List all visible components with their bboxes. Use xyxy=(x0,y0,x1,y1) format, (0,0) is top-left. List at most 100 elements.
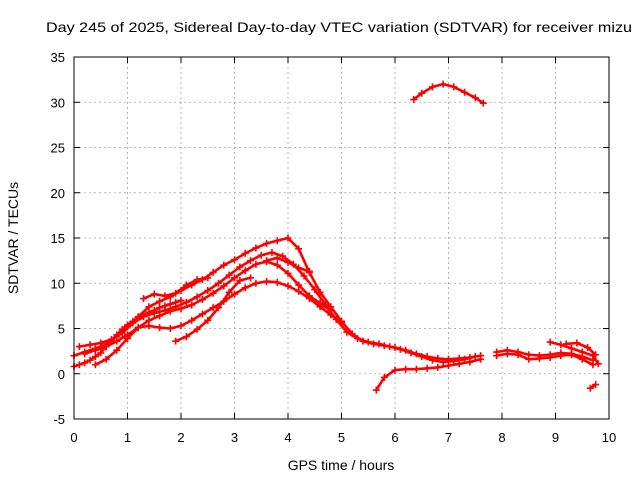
data-point xyxy=(273,261,281,269)
data-point xyxy=(241,267,249,275)
data-point xyxy=(161,292,169,300)
y-tick-label: 5 xyxy=(58,322,65,337)
data-point xyxy=(273,237,281,245)
data-point xyxy=(407,349,415,357)
data-point xyxy=(573,339,581,347)
data-point xyxy=(209,289,217,297)
data-point xyxy=(305,295,313,303)
x-tick-label: 8 xyxy=(498,430,505,445)
data-point xyxy=(102,343,110,351)
data-point xyxy=(578,355,586,363)
data-point xyxy=(525,355,533,363)
y-tick-label: 35 xyxy=(51,50,65,65)
data-point xyxy=(546,338,554,346)
data-point xyxy=(568,351,576,359)
data-point xyxy=(471,353,479,361)
data-point xyxy=(97,349,105,357)
x-tick-label: 5 xyxy=(338,430,345,445)
data-point xyxy=(503,350,511,358)
data-point xyxy=(305,267,313,275)
data-point xyxy=(396,345,404,353)
data-point xyxy=(471,94,479,102)
data-point xyxy=(257,251,265,259)
data-point xyxy=(231,290,238,298)
data-point xyxy=(150,309,158,317)
data-point xyxy=(156,304,164,312)
series-track-8 xyxy=(263,254,313,275)
data-point xyxy=(177,305,185,313)
data-point xyxy=(252,244,260,252)
data-point xyxy=(236,277,244,285)
data-point xyxy=(380,373,388,381)
data-point xyxy=(327,311,335,319)
data-point xyxy=(295,245,303,253)
data-point xyxy=(316,303,324,311)
data-point xyxy=(535,354,543,362)
data-point xyxy=(91,361,99,369)
data-point xyxy=(140,313,148,321)
data-point xyxy=(263,277,271,285)
data-point xyxy=(557,341,565,349)
data-point xyxy=(568,344,576,352)
data-point xyxy=(91,346,99,354)
data-point xyxy=(113,346,121,354)
data-point xyxy=(354,334,362,342)
data-point xyxy=(439,358,447,366)
data-point xyxy=(247,274,255,282)
x-tick-label: 10 xyxy=(602,430,616,445)
data-point xyxy=(81,359,89,367)
series-track-line xyxy=(375,358,482,392)
data-point xyxy=(172,337,180,345)
data-point xyxy=(428,83,436,91)
data-point xyxy=(284,258,292,266)
data-point xyxy=(268,248,276,256)
data-point xyxy=(391,366,399,374)
data-point xyxy=(338,318,345,326)
data-point xyxy=(86,356,94,364)
data-point xyxy=(402,365,410,373)
data-point xyxy=(198,296,206,304)
data-point xyxy=(273,254,281,262)
data-point xyxy=(231,274,238,282)
series-track-15 xyxy=(586,381,600,392)
y-tick-label: -5 xyxy=(53,412,65,427)
data-point xyxy=(586,384,594,392)
y-tick-label: 25 xyxy=(51,141,65,156)
y-tick-label: 30 xyxy=(51,95,65,110)
data-point xyxy=(204,316,212,324)
data-point xyxy=(107,335,115,343)
data-point xyxy=(445,362,452,370)
data-point xyxy=(150,290,158,298)
data-point xyxy=(584,344,592,352)
series-track-12 xyxy=(493,350,597,369)
data-point xyxy=(589,361,597,369)
data-point xyxy=(166,307,174,315)
data-point xyxy=(102,355,110,363)
data-point xyxy=(156,297,164,305)
data-point xyxy=(156,312,164,320)
series-track-line xyxy=(495,352,595,366)
data-point xyxy=(252,279,260,287)
data-point xyxy=(81,350,89,358)
data-point xyxy=(439,80,447,88)
data-point xyxy=(182,333,190,341)
x-tick-label: 2 xyxy=(177,430,184,445)
data-point xyxy=(241,284,249,292)
data-point xyxy=(450,83,458,91)
data-point xyxy=(263,239,271,247)
y-tick-label: 0 xyxy=(58,367,65,382)
data-point xyxy=(91,353,99,361)
data-point xyxy=(311,286,319,294)
data-point xyxy=(546,353,554,361)
data-point xyxy=(428,356,436,364)
series-track-line xyxy=(495,348,595,362)
x-tick-label: 7 xyxy=(445,430,452,445)
data-point xyxy=(214,304,222,312)
data-point xyxy=(557,352,565,360)
data-point xyxy=(86,341,94,349)
data-point xyxy=(204,274,212,282)
series-track-7 xyxy=(172,274,255,345)
data-point xyxy=(295,287,303,295)
data-point xyxy=(177,296,185,304)
